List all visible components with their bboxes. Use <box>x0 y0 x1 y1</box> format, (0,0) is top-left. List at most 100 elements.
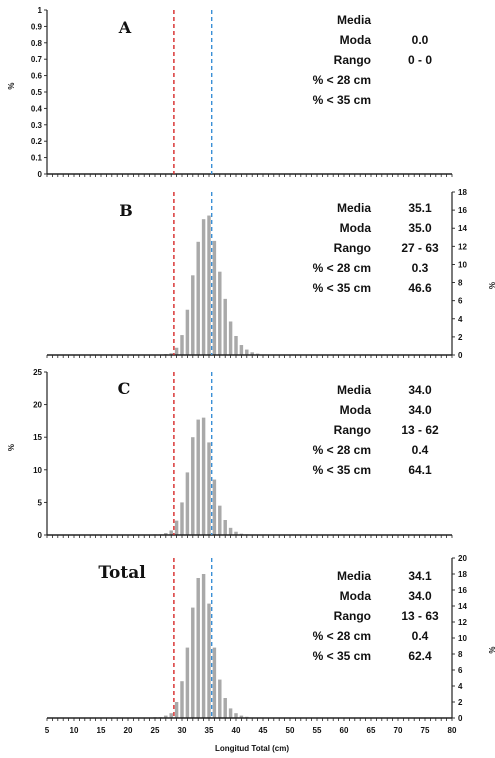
chart-panels: 0 0.1 0.2 0.3 0.4 0.5 0.6 0.7 0.8 0.9 1% A Media Moda… <box>7 6 495 723</box>
histogram-bar <box>185 647 190 718</box>
y-tick-label: 18 <box>458 188 467 197</box>
histogram-bar <box>234 335 238 355</box>
histogram-bar <box>196 241 200 355</box>
y-axis-title: % <box>7 82 16 89</box>
histogram-bar <box>201 574 206 718</box>
histogram-bar <box>191 437 195 535</box>
x-tick-label: 40 <box>232 726 241 735</box>
histogram-bar <box>234 531 238 535</box>
stat-value: 35.0 <box>408 221 432 235</box>
x-tick-label: 75 <box>421 726 430 735</box>
y-tick-label: 2 <box>458 333 463 342</box>
histogram-bar <box>191 275 195 355</box>
y-tick-label: 15 <box>33 433 42 442</box>
y-tick-label: 0.1 <box>31 154 43 163</box>
x-tick-label: 55 <box>313 726 322 735</box>
x-tick-label: 20 <box>124 726 133 735</box>
stat-label: Moda <box>340 33 372 47</box>
stat-value: 0.4 <box>412 443 429 457</box>
histogram-bar <box>201 417 206 535</box>
panel-total: 0 2 4 6 8 10 12 14 16 18 20% Total Media 34.1 Moda 34.0… <box>46 554 495 723</box>
x-tick-label: 25 <box>151 726 160 735</box>
histogram-bar <box>245 349 249 355</box>
histogram-bar <box>234 713 238 718</box>
y-tick-label: 8 <box>458 650 463 659</box>
y-tick-label: 0 <box>38 531 43 540</box>
stat-value: 0.0 <box>412 33 429 47</box>
stat-label: % < 28 cm <box>313 629 371 643</box>
stat-value: 0.4 <box>412 629 429 643</box>
panel-b: 0 2 4 6 8 10 12 14 16 18% B Media 35.1 Moda 35.0 Rango 2… <box>46 188 495 360</box>
x-tick-label: 60 <box>340 726 349 735</box>
histogram-bar <box>218 505 222 535</box>
stat-label: Rango <box>334 241 371 255</box>
stat-value: 64.1 <box>408 463 432 477</box>
stat-value: 62.4 <box>408 649 432 663</box>
x-tick-label: 50 <box>286 726 295 735</box>
histogram-bar <box>212 240 217 355</box>
histogram-bar <box>185 309 190 355</box>
panel-a: 0 0.1 0.2 0.3 0.4 0.5 0.6 0.7 0.8 0.9 1% A Media Moda… <box>7 6 453 179</box>
histogram-bar <box>207 603 211 718</box>
y-tick-label: 1 <box>38 6 43 15</box>
y-tick-label: 6 <box>458 297 463 306</box>
stat-label: % < 35 cm <box>313 93 371 107</box>
stat-value: 35.1 <box>408 201 432 215</box>
y-tick-label: 8 <box>458 279 463 288</box>
x-axis-title: Longitud Total (cm) <box>215 744 289 753</box>
stat-label: % < 35 cm <box>313 649 371 663</box>
stat-label: Rango <box>334 423 371 437</box>
histogram-bar <box>196 578 200 718</box>
y-axis-title: % <box>487 646 495 653</box>
histogram-bar <box>218 679 222 718</box>
y-tick-label: 0.2 <box>31 137 43 146</box>
histogram-bar <box>201 219 206 355</box>
stat-value: 34.0 <box>408 383 432 397</box>
y-axis-title: % <box>487 282 495 289</box>
y-tick-label: 0.6 <box>31 72 43 81</box>
y-tick-label: 20 <box>33 401 42 410</box>
x-tick-label: 15 <box>97 726 106 735</box>
panel-label: Total <box>98 563 146 583</box>
y-tick-label: 5 <box>38 498 43 507</box>
y-tick-label: 14 <box>458 602 467 611</box>
histogram-bar <box>169 713 173 718</box>
y-tick-label: 0.7 <box>31 55 43 64</box>
stat-label: % < 28 cm <box>313 261 371 275</box>
histogram-bar <box>169 353 173 355</box>
histogram-bar <box>196 419 200 535</box>
y-tick-label: 4 <box>458 682 463 691</box>
histogram-bar <box>212 479 217 535</box>
stat-value: 34.1 <box>408 569 432 583</box>
histogram-bar <box>228 708 233 718</box>
histogram-bar <box>228 321 233 355</box>
x-tick-label: 10 <box>70 726 79 735</box>
y-tick-label: 14 <box>458 224 467 233</box>
histogram-bar <box>185 472 190 535</box>
panel-label: C <box>118 379 131 398</box>
y-tick-label: 0.3 <box>31 121 43 130</box>
y-tick-label: 10 <box>458 634 467 643</box>
x-axis-labels: 5 10 15 20 25 30 35 40 45 50 55 60 65 70 75 80 <box>45 726 457 735</box>
y-tick-label: 0 <box>38 170 43 179</box>
panel-label: A <box>118 18 132 37</box>
x-tick-label: 45 <box>259 726 268 735</box>
stat-label: Media <box>337 383 371 397</box>
y-tick-label: 16 <box>458 206 467 215</box>
x-tick-label: 80 <box>448 726 457 735</box>
stat-label: Rango <box>334 609 371 623</box>
histogram-bar <box>218 271 222 355</box>
y-tick-label: 18 <box>458 570 467 579</box>
panel-c: 0 5 10 15 20 25% C Media 34.0 Moda 34.0 Rango 13 - 6… <box>7 368 453 540</box>
histogram-bar <box>191 607 195 718</box>
y-axis-title: % <box>7 444 16 451</box>
y-tick-label: 10 <box>33 466 42 475</box>
stat-value: 34.0 <box>408 403 432 417</box>
y-tick-label: 0 <box>458 351 463 360</box>
panel-label: B <box>119 201 133 220</box>
histogram-bar <box>239 715 244 718</box>
histogram-bar <box>180 335 184 355</box>
stat-value: 27 - 63 <box>401 241 439 255</box>
histogram-bar <box>223 298 227 355</box>
